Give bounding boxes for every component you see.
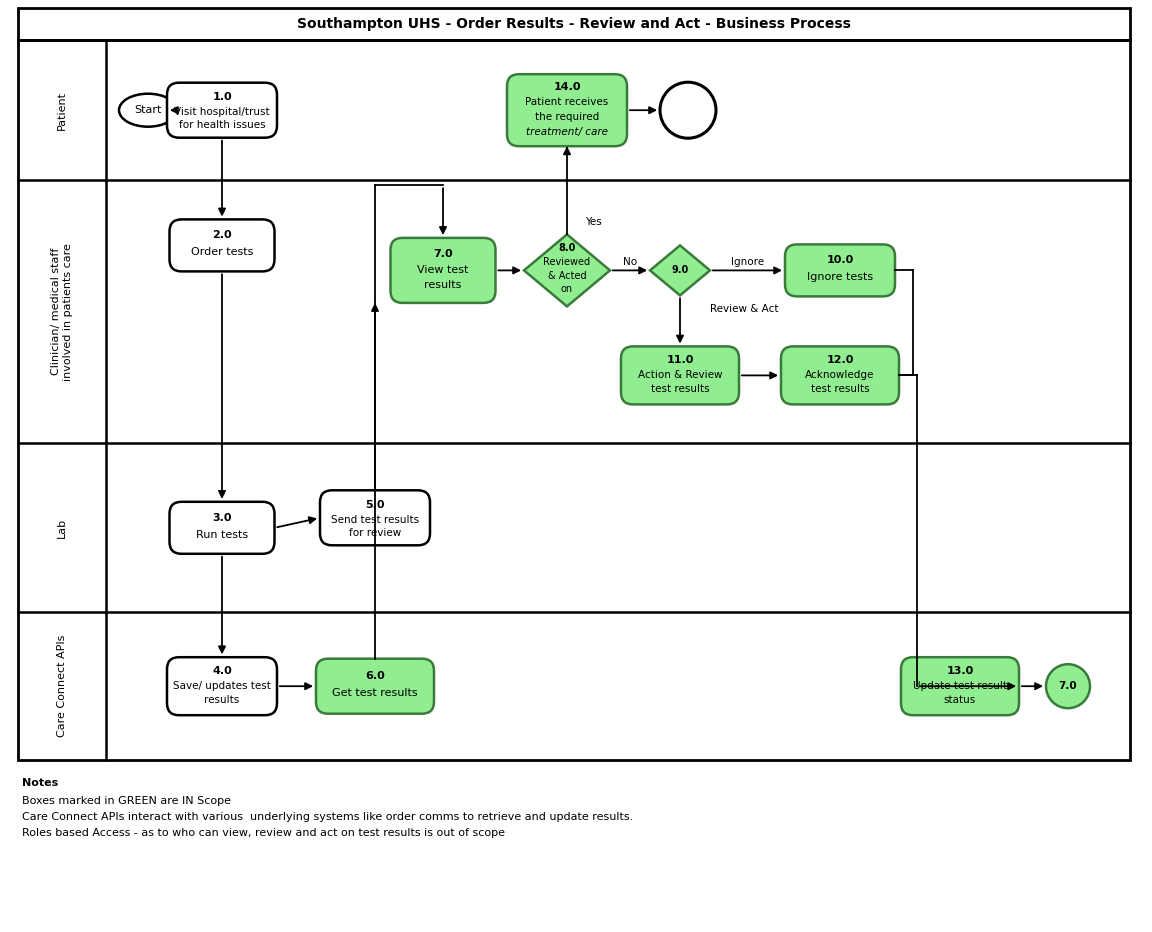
Text: Get test results: Get test results: [332, 688, 418, 698]
Text: Send test results: Send test results: [331, 514, 419, 525]
Text: Save/ updates test: Save/ updates test: [173, 681, 271, 692]
Text: Lab: Lab: [56, 518, 67, 538]
Text: the required: the required: [535, 112, 599, 122]
FancyBboxPatch shape: [391, 238, 495, 303]
Text: 3.0: 3.0: [212, 513, 232, 523]
Circle shape: [660, 82, 717, 138]
Text: Reviewed: Reviewed: [544, 257, 591, 267]
Text: Order tests: Order tests: [191, 247, 253, 257]
Text: Ignore: Ignore: [730, 257, 764, 267]
FancyBboxPatch shape: [169, 219, 274, 271]
Text: test results: test results: [651, 384, 710, 394]
FancyBboxPatch shape: [167, 83, 276, 138]
Text: 7.0: 7.0: [433, 250, 453, 259]
Polygon shape: [524, 235, 611, 307]
FancyBboxPatch shape: [316, 659, 434, 714]
Text: & Acted: & Acted: [547, 271, 586, 281]
Text: Action & Review: Action & Review: [638, 370, 722, 380]
Text: No: No: [623, 257, 637, 267]
Text: 6.0: 6.0: [365, 671, 385, 681]
Text: Care Connect APIs interact with various  underlying systems like order comms to : Care Connect APIs interact with various …: [22, 812, 634, 822]
FancyBboxPatch shape: [901, 657, 1020, 715]
Text: for review: for review: [349, 528, 401, 538]
Text: 10.0: 10.0: [826, 255, 854, 266]
Text: 4.0: 4.0: [212, 666, 232, 677]
Text: 14.0: 14.0: [553, 82, 581, 92]
Text: Patient receives: Patient receives: [525, 97, 608, 107]
Text: Notes: Notes: [22, 778, 59, 788]
Text: Review & Act: Review & Act: [710, 305, 779, 314]
Text: on: on: [561, 284, 573, 295]
Ellipse shape: [119, 94, 177, 127]
Text: Update test result: Update test result: [914, 681, 1007, 692]
Text: 2.0: 2.0: [212, 230, 232, 240]
FancyBboxPatch shape: [785, 244, 895, 296]
Text: 11.0: 11.0: [666, 355, 694, 365]
Text: results: results: [204, 695, 240, 706]
Text: test results: test results: [811, 384, 870, 394]
Text: Boxes marked in GREEN are IN Scope: Boxes marked in GREEN are IN Scope: [22, 796, 232, 806]
Text: Run tests: Run tests: [196, 529, 248, 540]
Text: Yes: Yes: [585, 217, 601, 227]
FancyBboxPatch shape: [169, 501, 274, 554]
Text: 8.0: 8.0: [559, 243, 576, 254]
Text: status: status: [943, 695, 976, 706]
FancyBboxPatch shape: [320, 490, 430, 545]
FancyBboxPatch shape: [167, 657, 276, 715]
Text: Clinician/ medical staff
involved in patients care: Clinician/ medical staff involved in pat…: [51, 243, 73, 381]
Text: 5.0: 5.0: [365, 500, 385, 510]
FancyBboxPatch shape: [781, 347, 899, 404]
FancyBboxPatch shape: [507, 75, 627, 146]
Text: 7.0: 7.0: [1059, 681, 1077, 692]
Text: Visit hospital/trust: Visit hospital/trust: [174, 107, 270, 117]
Polygon shape: [650, 245, 710, 295]
Text: results: results: [424, 281, 462, 291]
Text: 12.0: 12.0: [826, 355, 854, 365]
Text: Start: Start: [135, 105, 161, 116]
Text: Ignore tests: Ignore tests: [806, 272, 873, 282]
Text: Roles based Access - as to who can view, review and act on test results is out o: Roles based Access - as to who can view,…: [22, 828, 505, 838]
FancyBboxPatch shape: [621, 347, 738, 404]
Text: 9.0: 9.0: [672, 266, 689, 275]
Text: Patient: Patient: [56, 90, 67, 130]
Text: Acknowledge: Acknowledge: [805, 370, 874, 380]
Text: Southampton UHS - Order Results - Review and Act - Business Process: Southampton UHS - Order Results - Review…: [297, 17, 851, 31]
Text: treatment/ care: treatment/ care: [526, 127, 608, 137]
Text: 1.0: 1.0: [212, 92, 232, 103]
Text: View test: View test: [417, 266, 469, 275]
Circle shape: [1046, 665, 1090, 708]
Text: Care Connect APIs: Care Connect APIs: [56, 635, 67, 737]
Text: for health issues: for health issues: [179, 120, 265, 130]
Text: 13.0: 13.0: [947, 666, 973, 677]
